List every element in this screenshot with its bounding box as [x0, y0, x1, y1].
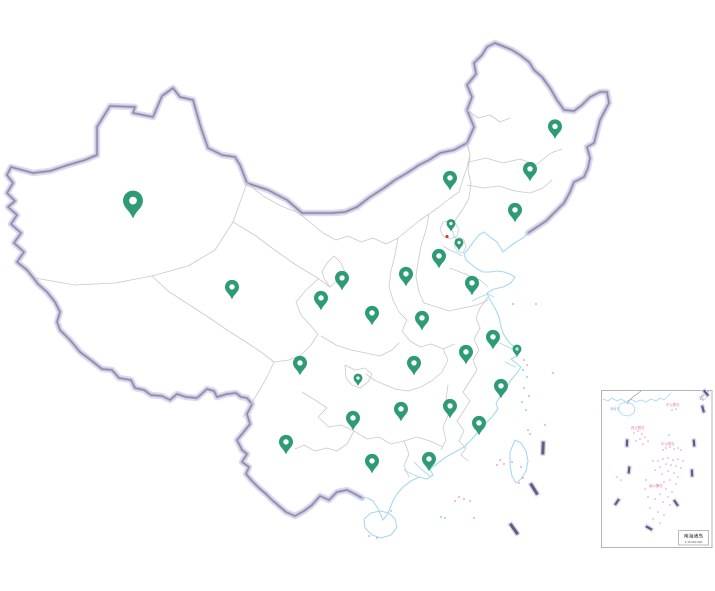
pin-fujian[interactable] [472, 415, 486, 436]
pin-shanxi[interactable] [399, 266, 413, 287]
inset-caption-box [678, 530, 709, 546]
pin-guizhou[interactable] [346, 410, 360, 431]
pin-inner-mongolia[interactable] [443, 170, 457, 191]
inset-caption-scale: 1:16 000 000 [685, 540, 703, 544]
capital-dot [445, 234, 449, 239]
xisha-islands-label: 西沙群岛 [631, 425, 645, 430]
pin-hebei[interactable] [432, 248, 446, 269]
pin-sichuan[interactable] [293, 355, 307, 376]
inset-caption-title: 南海诸岛 [684, 533, 703, 540]
inset-mainland-coast [602, 392, 672, 403]
inset-island-dots [616, 396, 704, 524]
dongsha-islands-label: 东沙群岛 [666, 402, 680, 407]
pin-liaoning[interactable] [508, 202, 522, 223]
pin-yunnan[interactable] [279, 434, 293, 455]
pin-shandong[interactable] [465, 275, 479, 296]
rivers [403, 229, 518, 478]
hainan-island [363, 510, 398, 539]
pin-beijing[interactable] [446, 219, 456, 232]
inset-hainan [618, 401, 636, 417]
pin-henan[interactable] [415, 310, 429, 331]
hainan-island-label: 海南岛 [610, 406, 620, 411]
inset-caption: 南海诸岛 1:16 000 000 [678, 530, 709, 546]
pin-anhui[interactable] [459, 344, 473, 365]
island-dots [368, 303, 554, 539]
nine-dash-line [507, 440, 547, 537]
coastline [361, 231, 529, 539]
pin-ningxia[interactable] [335, 270, 349, 291]
pin-shanghai[interactable] [512, 344, 522, 357]
zhongsha-islands-label: 中沙群岛 [661, 441, 675, 446]
pin-guangdong[interactable] [422, 451, 436, 472]
location-pins [123, 119, 562, 474]
pin-shaanxi[interactable] [365, 305, 379, 326]
pin-qinghai[interactable] [225, 279, 239, 300]
inset-border-stub [626, 390, 642, 405]
capital-marker-layer [445, 234, 449, 239]
taiwan-island [509, 439, 529, 484]
pin-jiangsu[interactable] [486, 329, 500, 350]
nansha-islands-label: 南沙群岛 [649, 483, 663, 488]
pin-heilongjiang[interactable] [548, 119, 562, 139]
pin-hunan[interactable] [394, 401, 408, 422]
pin-gansu[interactable] [314, 290, 328, 311]
pin-guangxi[interactable] [365, 453, 379, 474]
pin-jilin[interactable] [523, 161, 537, 182]
pin-hubei[interactable] [407, 355, 421, 376]
pin-jiangxi[interactable] [443, 398, 457, 419]
pin-chongqing[interactable] [353, 373, 363, 386]
inset-nine-dash-line [612, 388, 711, 533]
inset-frame [601, 390, 713, 548]
pin-xinjiang[interactable] [123, 190, 143, 219]
national-border [7, 43, 609, 516]
province-borders [34, 109, 563, 478]
pin-zhejiang[interactable] [494, 378, 508, 399]
